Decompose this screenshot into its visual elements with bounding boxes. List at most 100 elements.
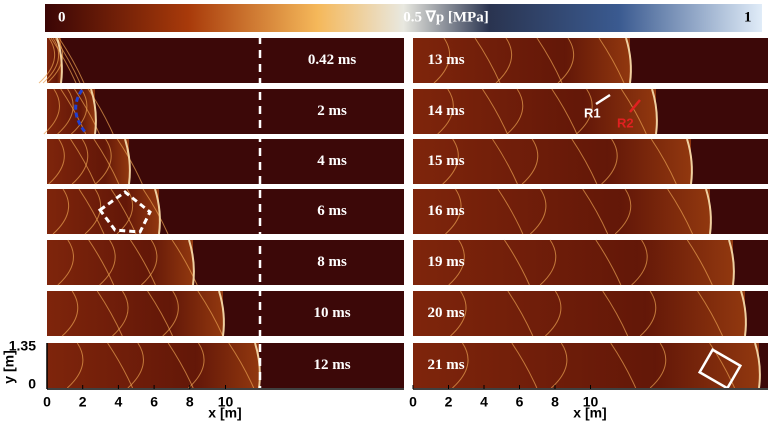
wave-line	[112, 290, 129, 337]
wave-line	[442, 138, 459, 185]
wave-line	[38, 37, 56, 84]
wave-line	[61, 290, 79, 337]
wake	[47, 240, 193, 285]
wave-line	[188, 342, 205, 389]
wave-line	[74, 88, 100, 135]
wave-line	[497, 188, 524, 235]
wave-line	[557, 37, 575, 84]
wake	[413, 189, 710, 234]
x-tick-label: 8	[186, 394, 194, 410]
shock-front	[218, 290, 225, 337]
wave-line	[87, 88, 114, 135]
wave-line	[649, 342, 667, 389]
wave-line	[450, 290, 467, 337]
wave-line	[482, 88, 508, 135]
label-r2: R2	[617, 115, 634, 130]
time-label: 13 ms	[427, 52, 464, 68]
wave-line	[697, 290, 724, 337]
wave-line	[571, 138, 598, 185]
wave-line	[595, 239, 622, 286]
wave-line	[107, 342, 134, 389]
shock-front	[188, 239, 195, 286]
wake	[47, 291, 223, 336]
arrow-r2	[629, 99, 641, 113]
wave-line	[650, 138, 677, 185]
time-label: 10 ms	[313, 305, 350, 321]
wave-line	[99, 239, 116, 286]
shock-front	[740, 290, 747, 337]
wave-line	[93, 138, 120, 185]
wave-line	[448, 239, 465, 286]
wake	[413, 291, 745, 336]
wave-line	[66, 342, 84, 389]
x-tick-label: 8	[551, 394, 559, 410]
x-tick-label: 4	[115, 394, 123, 410]
x-axis-label: x [m]	[208, 405, 241, 421]
time-label: 4 ms	[317, 153, 347, 169]
wave-line	[147, 290, 174, 337]
time-label: 15 ms	[427, 153, 464, 169]
y-tick-label: 0	[28, 376, 36, 392]
wave-line	[52, 188, 70, 235]
panel	[47, 38, 404, 83]
wake	[47, 189, 159, 234]
time-label: 6 ms	[317, 203, 347, 219]
time-label: 19 ms	[427, 254, 464, 270]
wave-line	[631, 239, 648, 286]
wave-line	[614, 188, 632, 235]
wave-line	[709, 342, 736, 389]
wave-line	[78, 188, 105, 235]
time-label: 14 ms	[427, 103, 464, 119]
shock-front	[625, 37, 632, 84]
wave-line	[70, 88, 88, 135]
wave-line	[445, 188, 462, 235]
shock-front	[686, 138, 693, 185]
wake	[413, 240, 733, 285]
arrow-r1	[595, 93, 611, 106]
y-tick-label: 1.35	[9, 338, 36, 354]
wave-line	[96, 290, 123, 337]
x-tick-label: 2	[445, 394, 453, 410]
wave-line	[639, 290, 657, 337]
wake	[47, 343, 259, 388]
wave-line	[492, 138, 518, 185]
wave-line	[162, 290, 179, 337]
wave-line	[686, 239, 713, 286]
wave-line	[71, 138, 89, 185]
wave-line	[437, 88, 454, 135]
solid-box	[697, 348, 743, 390]
wave-line	[550, 342, 568, 389]
wave-line	[511, 342, 538, 389]
x-axis-label: x [m]	[573, 405, 606, 421]
wave-line	[529, 188, 547, 235]
wave-line	[48, 138, 65, 185]
wave-line	[130, 239, 156, 286]
wake	[413, 139, 691, 184]
wave-line	[598, 37, 625, 84]
label-r1: R1	[584, 105, 601, 120]
dashed-box	[97, 190, 152, 234]
wave-line	[140, 239, 158, 286]
wave-line	[474, 37, 501, 84]
wave-line	[57, 88, 74, 135]
time-label: 0.42 ms	[308, 52, 356, 68]
shock-front	[56, 37, 63, 84]
wave-line	[610, 342, 637, 389]
shock-front	[651, 88, 658, 135]
wave-line	[88, 239, 115, 286]
wave-line	[167, 342, 194, 389]
colorbar-mid: 0.5 ∇p [MPa]	[403, 9, 488, 25]
wave-line	[452, 342, 469, 389]
wave-line	[433, 37, 451, 84]
shock-front	[728, 239, 735, 286]
wave-line	[127, 342, 144, 389]
time-label: 16 ms	[427, 203, 464, 219]
x-tick-label: 10	[218, 394, 234, 410]
shock-front	[90, 88, 97, 135]
wave-line	[551, 88, 578, 135]
x-tick-label: 6	[150, 394, 158, 410]
wave-line	[620, 88, 647, 135]
wake	[413, 89, 656, 134]
wave-line	[667, 188, 694, 235]
